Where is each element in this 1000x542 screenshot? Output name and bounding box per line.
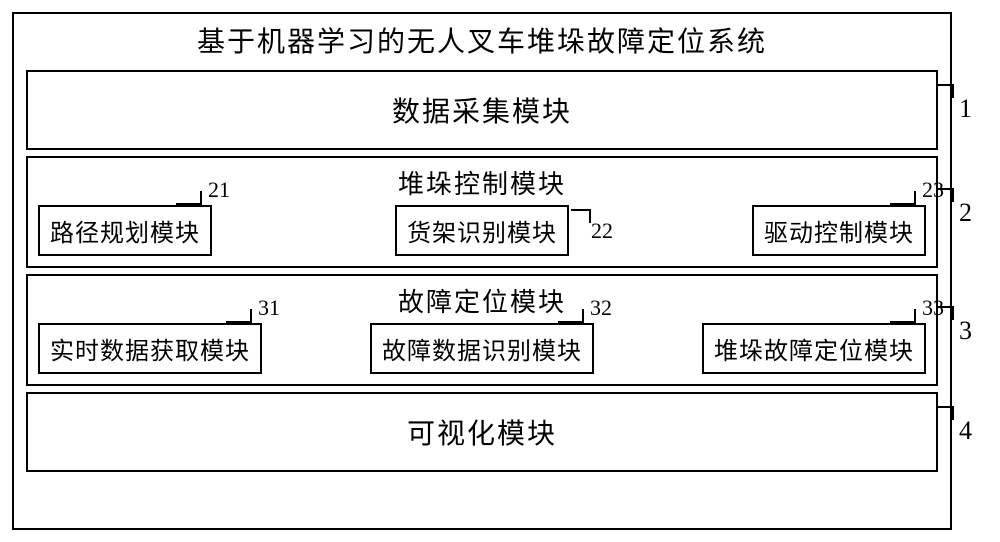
callout-line-icon <box>558 309 584 323</box>
sub-box-22: 货架识别模块 <box>395 205 569 256</box>
row-label-4: 4 <box>959 416 972 446</box>
sub-col-32: 32 故障数据识别模块 <box>370 323 594 374</box>
callout-line-icon <box>571 209 591 223</box>
sub-box-31: 实时数据获取模块 <box>38 323 262 374</box>
sub-label-22: 22 <box>591 218 613 244</box>
module-title-2: 堆垛控制模块 <box>38 164 926 201</box>
sub-label-32: 32 <box>590 295 612 321</box>
sub-label-31: 31 <box>258 295 280 321</box>
sub-box-23: 驱动控制模块 <box>752 205 926 256</box>
module-title-3: 故障定位模块 <box>38 282 926 319</box>
callout-line-icon <box>176 191 202 205</box>
callout-line-icon <box>890 309 916 323</box>
callout-line-icon <box>890 191 916 205</box>
system-title: 基于机器学习的无人叉车堆垛故障定位系统 <box>14 14 950 64</box>
row-label-1: 1 <box>959 94 972 124</box>
sub-col-22: 货架识别模块 22 <box>395 205 569 256</box>
module-title-1: 数据采集模块 <box>28 72 936 148</box>
system-diagram: 基于机器学习的无人叉车堆垛故障定位系统 数据采集模块 1 堆垛控制模块 21 路… <box>12 12 952 530</box>
sub-box-33: 堆垛故障定位模块 <box>702 323 926 374</box>
sub-box-21: 路径规划模块 <box>38 205 212 256</box>
sub-col-21: 21 路径规划模块 <box>38 205 212 256</box>
bracket-icon <box>938 306 954 320</box>
sub-label-21: 21 <box>208 177 230 203</box>
sub-row-3: 31 实时数据获取模块 32 故障数据识别模块 33 堆垛故障定位模块 <box>38 323 926 374</box>
sub-row-2: 21 路径规划模块 货架识别模块 22 23 驱动控制模块 <box>38 205 926 256</box>
sub-col-31: 31 实时数据获取模块 <box>38 323 262 374</box>
sub-col-23: 23 驱动控制模块 <box>752 205 926 256</box>
bracket-icon <box>938 84 954 98</box>
module-row-3: 故障定位模块 31 实时数据获取模块 32 故障数据识别模块 33 堆垛故障定位… <box>26 274 938 386</box>
sub-col-33: 33 堆垛故障定位模块 <box>702 323 926 374</box>
module-row-1: 数据采集模块 1 <box>26 70 938 150</box>
row-label-3: 3 <box>959 316 972 346</box>
sub-box-32: 故障数据识别模块 <box>370 323 594 374</box>
row-label-2: 2 <box>959 198 972 228</box>
module-row-4: 可视化模块 4 <box>26 392 938 472</box>
callout-line-icon <box>226 309 252 323</box>
bracket-icon <box>938 406 954 420</box>
module-title-4: 可视化模块 <box>28 394 936 470</box>
bracket-icon <box>938 188 954 202</box>
module-row-2: 堆垛控制模块 21 路径规划模块 货架识别模块 22 23 驱动控制模块 2 <box>26 156 938 268</box>
